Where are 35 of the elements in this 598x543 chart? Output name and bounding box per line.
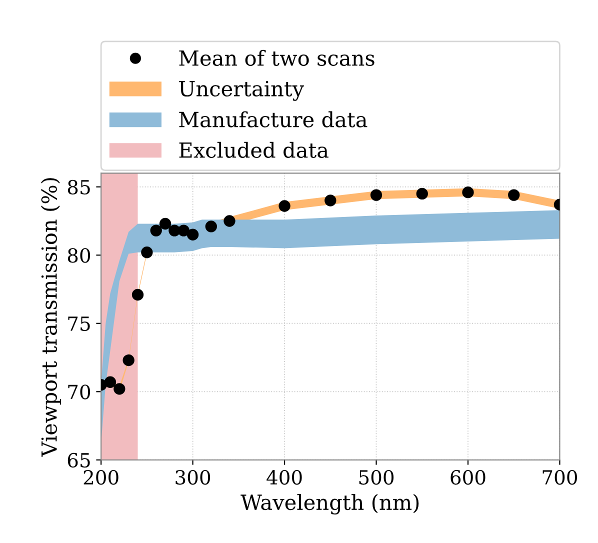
- legend-label: Uncertainty: [179, 80, 304, 101]
- point: [122, 354, 134, 366]
- legend-label: Manufacture data: [179, 111, 368, 128]
- point: [132, 288, 144, 301]
- point: [150, 224, 162, 236]
- point: [508, 189, 520, 201]
- x-tick-label: 500: [359, 470, 394, 485]
- y-tick-label: 70: [68, 384, 90, 400]
- point: [416, 188, 428, 200]
- point: [186, 228, 199, 240]
- point: [224, 215, 236, 227]
- x-tick-label: 700: [542, 470, 577, 485]
- x-tick-label: 400: [266, 470, 302, 485]
- legend-label: Excluded data: [179, 142, 328, 158]
- y-tick-label: 65: [68, 452, 90, 468]
- point: [370, 189, 382, 201]
- y-tick-label: 80: [68, 248, 90, 263]
- y-tick-label: 75: [68, 316, 90, 332]
- point: [168, 224, 180, 236]
- point: [205, 220, 217, 232]
- point: [141, 246, 153, 258]
- point: [278, 200, 290, 212]
- x-tick-label: 200: [84, 470, 118, 485]
- point: [104, 376, 116, 388]
- x-tick-label: 300: [176, 470, 210, 485]
- point: [462, 186, 474, 198]
- legend-label: Mean of two scans: [179, 50, 374, 66]
- point: [159, 218, 172, 230]
- x-tick-label: 600: [450, 470, 486, 485]
- point: [178, 224, 190, 236]
- x-axis-title: Wavelength (nm): [240, 494, 419, 514]
- y-axis-title: Viewport transmission (%): [40, 178, 62, 457]
- y-tick-label: 85: [68, 180, 90, 195]
- point: [114, 383, 126, 395]
- point: [324, 194, 336, 206]
